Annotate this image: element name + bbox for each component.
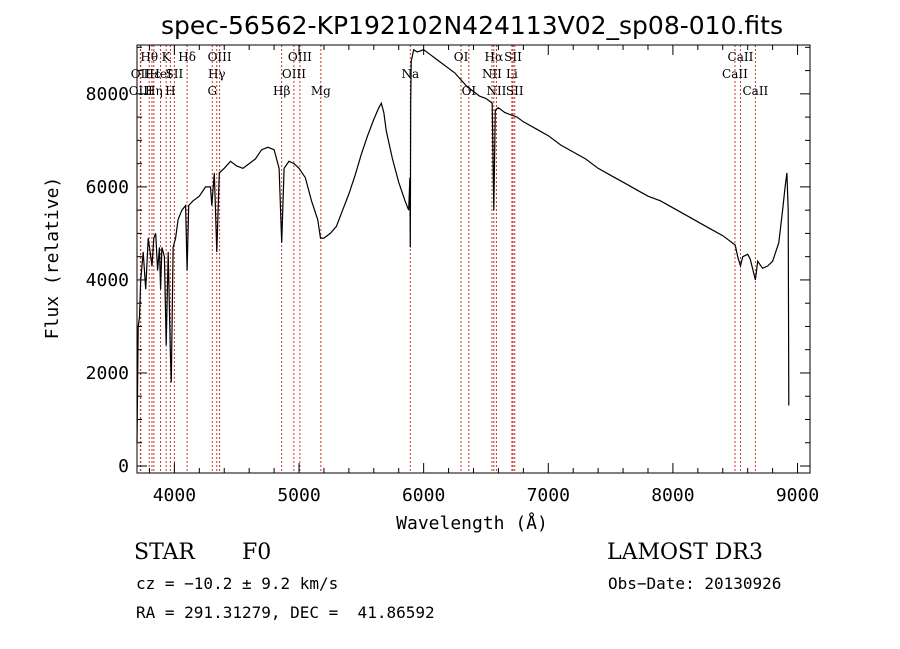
chart-title: spec-56562-KP192102N424113V02_sp08-010.f… [161,11,783,40]
x-tick-label: 8000 [651,485,694,506]
y-tick-label: 4000 [86,270,129,291]
spectral-line-label: SII [166,67,184,81]
x-tick-label: 4000 [153,485,196,506]
spectral-line-label: OIII [129,84,153,98]
spectral-line-label: Na [401,67,419,81]
y-tick-label: 8000 [86,84,129,105]
spectral-line-label: Hα [485,50,504,64]
spectral-line-label: H [165,84,175,98]
y-tick-label: 0 [118,456,129,477]
y-tick-label: 2000 [86,363,129,384]
spectral-line-label: Hθ [140,50,158,64]
spectral-line-label: NII [486,84,506,98]
spectral-line-label: Hγ [208,67,226,81]
survey-label: LAMOST DR3 [607,540,763,565]
spectral-line-markers [139,45,756,473]
spectral-line-label: SII [504,50,522,64]
spectral-line-label: OIII [288,50,312,64]
spectral-line-label: CaII [742,84,768,98]
spectral-line-label: CaII [722,67,748,81]
coords-text: RA = 291.31279, DEC = 41.86592 [136,603,435,622]
x-axis-label: Wavelength (Å) [396,512,548,534]
spectral-line-label: NII [482,67,502,81]
spectral-line-label: CaII [728,50,754,64]
spectral-line-label: K [162,50,172,64]
spectral-line-label: OI [462,84,477,98]
x-tick-label: 7000 [527,485,570,506]
spectral-line-label: Hε [144,67,161,81]
x-axis: 4000 5000 6000 7000 8000 9000 [148,45,819,506]
x-tick-label: 6000 [402,485,445,506]
classification-label: STAR [134,540,195,565]
spectrum-line [136,48,790,443]
spectral-line-label: OI [454,50,469,64]
spectral-line-label: Mg [311,84,331,98]
spectral-line-label: Hη [145,84,163,98]
spectral-line-label: OII [131,67,151,81]
spectral-line-label: Li [506,67,518,81]
spectral-line-label: SII [506,84,524,98]
spectral-line-label: Hβ [273,84,290,98]
x-tick-label: 5000 [277,485,320,506]
spectral-line-label: OIII [208,50,232,64]
spectral-line-label: G [207,84,217,98]
y-axis-label: Flux (relative) [42,177,63,340]
y-tick-label: 6000 [86,177,129,198]
plot-frame [136,44,811,474]
spectral-line-label: Hδ [178,50,196,64]
spectral-line-label: OIII [282,67,306,81]
spectral-line-label: HeI [149,67,172,81]
y-axis: 0 2000 4000 6000 8000 [86,46,810,477]
subclass-label: F0 [242,540,272,565]
redshift-text: cz = −10.2 ± 9.2 km/s [136,574,339,593]
obs-date-text: Obs−Date: 20130926 [608,574,782,593]
x-tick-label: 9000 [776,485,819,506]
